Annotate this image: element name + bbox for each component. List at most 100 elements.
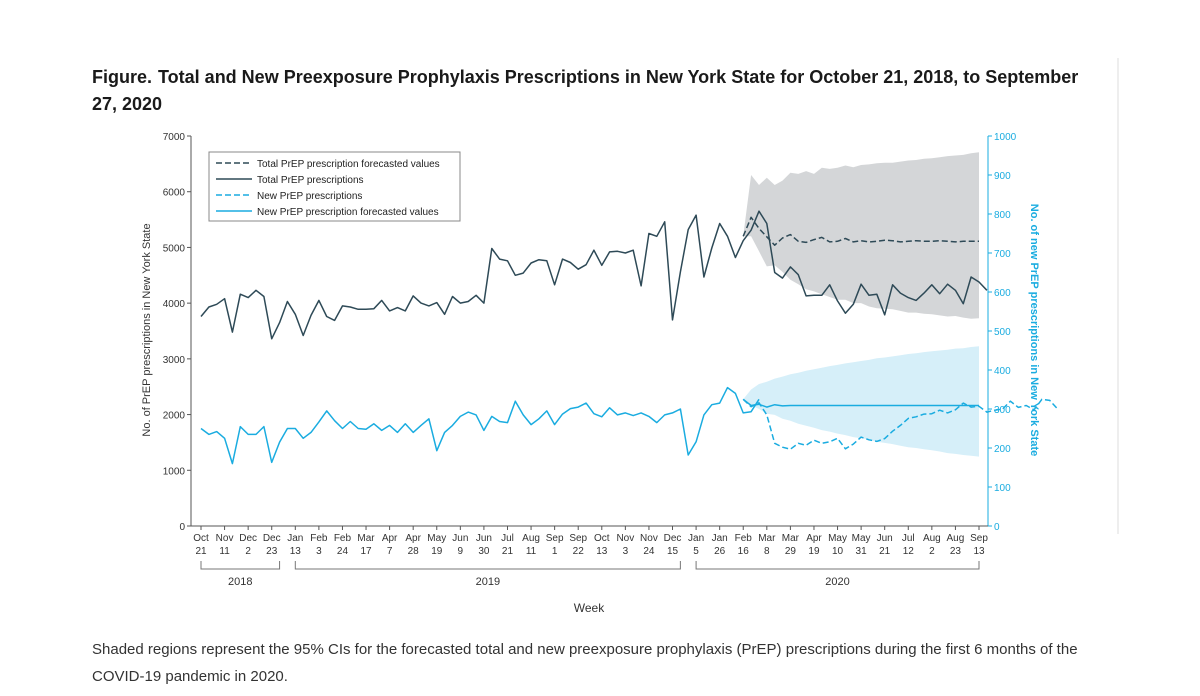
year-label: 2019	[476, 576, 500, 588]
x-tick-day: 10	[832, 546, 844, 557]
x-tick-month: Jul	[902, 533, 915, 544]
x-tick-day: 3	[316, 546, 322, 557]
x-tick-day: 22	[573, 546, 585, 557]
x-tick-month: May	[828, 533, 847, 544]
total-ci-band	[743, 152, 979, 319]
legend-box	[208, 151, 461, 222]
x-tick-month: Mar	[782, 533, 800, 544]
y-right-tick-label: 800	[994, 210, 1011, 221]
x-tick-month: Dec	[263, 533, 281, 544]
x-tick-month: Mar	[758, 533, 776, 544]
y-right-tick-label: 600	[994, 288, 1011, 299]
y-right-tick-label: 400	[994, 366, 1011, 377]
legend-entry-label: New PrEP prescriptions	[257, 191, 362, 202]
y-right-tick-label: 300	[994, 405, 1011, 416]
y-left-tick-label: 0	[179, 522, 185, 533]
x-axis-label: Week	[574, 601, 605, 615]
x-tick-month: Feb	[735, 533, 753, 544]
series-new-2020-line	[742, 398, 1059, 450]
x-tick-day: 24	[643, 546, 655, 557]
x-tick-month: Nov	[616, 533, 634, 544]
y-right-tick-label: 1000	[994, 132, 1017, 143]
x-tick-month: Apr	[806, 533, 822, 544]
x-tick-month: Oct	[193, 533, 209, 544]
series-new-forecast-line	[742, 398, 979, 408]
legend-entry-label: Total PrEP prescriptions	[257, 175, 364, 186]
x-tick-month: Sep	[970, 533, 988, 544]
y-right-tick-label: 100	[994, 483, 1011, 494]
x-tick-day: 13	[596, 546, 608, 557]
x-tick-month: Aug	[947, 533, 965, 544]
year-bracket	[695, 561, 980, 570]
figure-title-text: Total and New Preexposure Prophylaxis Pr…	[92, 67, 1079, 114]
y-left-tick-label: 7000	[163, 132, 186, 143]
x-tick-month: Nov	[216, 533, 234, 544]
x-tick-month: May	[427, 533, 446, 544]
x-tick-month: Sep	[569, 533, 587, 544]
x-tick-month: Sep	[546, 533, 564, 544]
x-tick-day: 21	[879, 546, 891, 557]
x-tick-day: 23	[266, 546, 278, 557]
y-right-tick-label: 500	[994, 327, 1011, 338]
x-tick-day: 2	[245, 546, 251, 557]
series-total-forecast-line	[742, 216, 979, 246]
x-tick-month: Aug	[923, 533, 941, 544]
prep-chart: 0 1000 2000 3000 4000 5000 6000 7000 0 100 200 300 4…	[141, 132, 1059, 615]
x-tick-month: Dec	[664, 533, 682, 544]
x-tick-day: 8	[764, 546, 770, 557]
figure-caption: Shaded regions represent the 95% CIs for…	[92, 641, 1078, 685]
y-right-tick-label: 0	[994, 522, 1000, 533]
y-left-tick-label: 6000	[163, 188, 186, 199]
year-bracket	[294, 561, 681, 570]
x-tick-day: 30	[478, 546, 490, 557]
x-tick-day: 13	[973, 546, 985, 557]
legend: Total PrEP prescription forecasted value…	[208, 151, 461, 222]
x-tick-day: 19	[808, 546, 820, 557]
x-tick-day: 17	[360, 546, 372, 557]
x-tick-month: Aug	[522, 533, 540, 544]
y-left-tick-label: 5000	[163, 243, 186, 254]
legend-entry-label: Total PrEP prescription forecasted value…	[257, 159, 440, 170]
year-bracket	[200, 561, 281, 570]
x-tick-month: Nov	[640, 533, 658, 544]
x-tick-month: May	[852, 533, 871, 544]
series-total-line	[200, 210, 988, 340]
x-tick-month: Mar	[357, 533, 375, 544]
x-tick-day: 3	[623, 546, 629, 557]
figure-title: Figure. Total and New Preexposure Prophyl…	[92, 64, 1082, 118]
y-left-tick-label: 2000	[163, 411, 186, 422]
y-left-tick-label: 1000	[163, 466, 186, 477]
x-tick-month: Jun	[476, 533, 492, 544]
x-tick-day: 11	[526, 546, 537, 557]
confidence-bands	[743, 152, 979, 457]
x-tick-day: 9	[458, 546, 464, 557]
series-lines	[200, 210, 1059, 465]
x-tick-day: 21	[502, 546, 514, 557]
x-tick-day: 13	[290, 546, 302, 557]
x-tick-day: 19	[431, 546, 443, 557]
x-tick-month: Dec	[239, 533, 257, 544]
y-axis-right-label: No. of new PrEP prescriptions in New Yor…	[1028, 204, 1040, 456]
x-tick-day: 29	[785, 546, 797, 557]
page-divider	[1117, 58, 1119, 534]
x-tick-month: Apr	[382, 533, 398, 544]
x-tick-month: Jan	[688, 533, 704, 544]
x-tick-day: 5	[693, 546, 699, 557]
x-tick-month: Jun	[452, 533, 468, 544]
x-tick-day: 31	[856, 546, 868, 557]
x-tick-month: Jan	[712, 533, 728, 544]
x-tick-month: Feb	[310, 533, 328, 544]
x-tick-day: 15	[667, 546, 679, 557]
figure-label: Figure.	[92, 67, 153, 87]
y-left-tick-label: 4000	[163, 299, 186, 310]
x-tick-month: Oct	[594, 533, 610, 544]
x-tick-month: Jul	[501, 533, 514, 544]
legend-entry-label: New PrEP prescription forecasted values	[257, 207, 439, 218]
series-new-line	[200, 386, 760, 465]
year-label: 2020	[825, 576, 849, 588]
x-tick-day: 28	[408, 546, 420, 557]
x-tick-month: Apr	[405, 533, 421, 544]
new-ci-band	[743, 346, 979, 457]
x-tick-day: 11	[219, 546, 230, 557]
x-tick-month: Jan	[287, 533, 303, 544]
